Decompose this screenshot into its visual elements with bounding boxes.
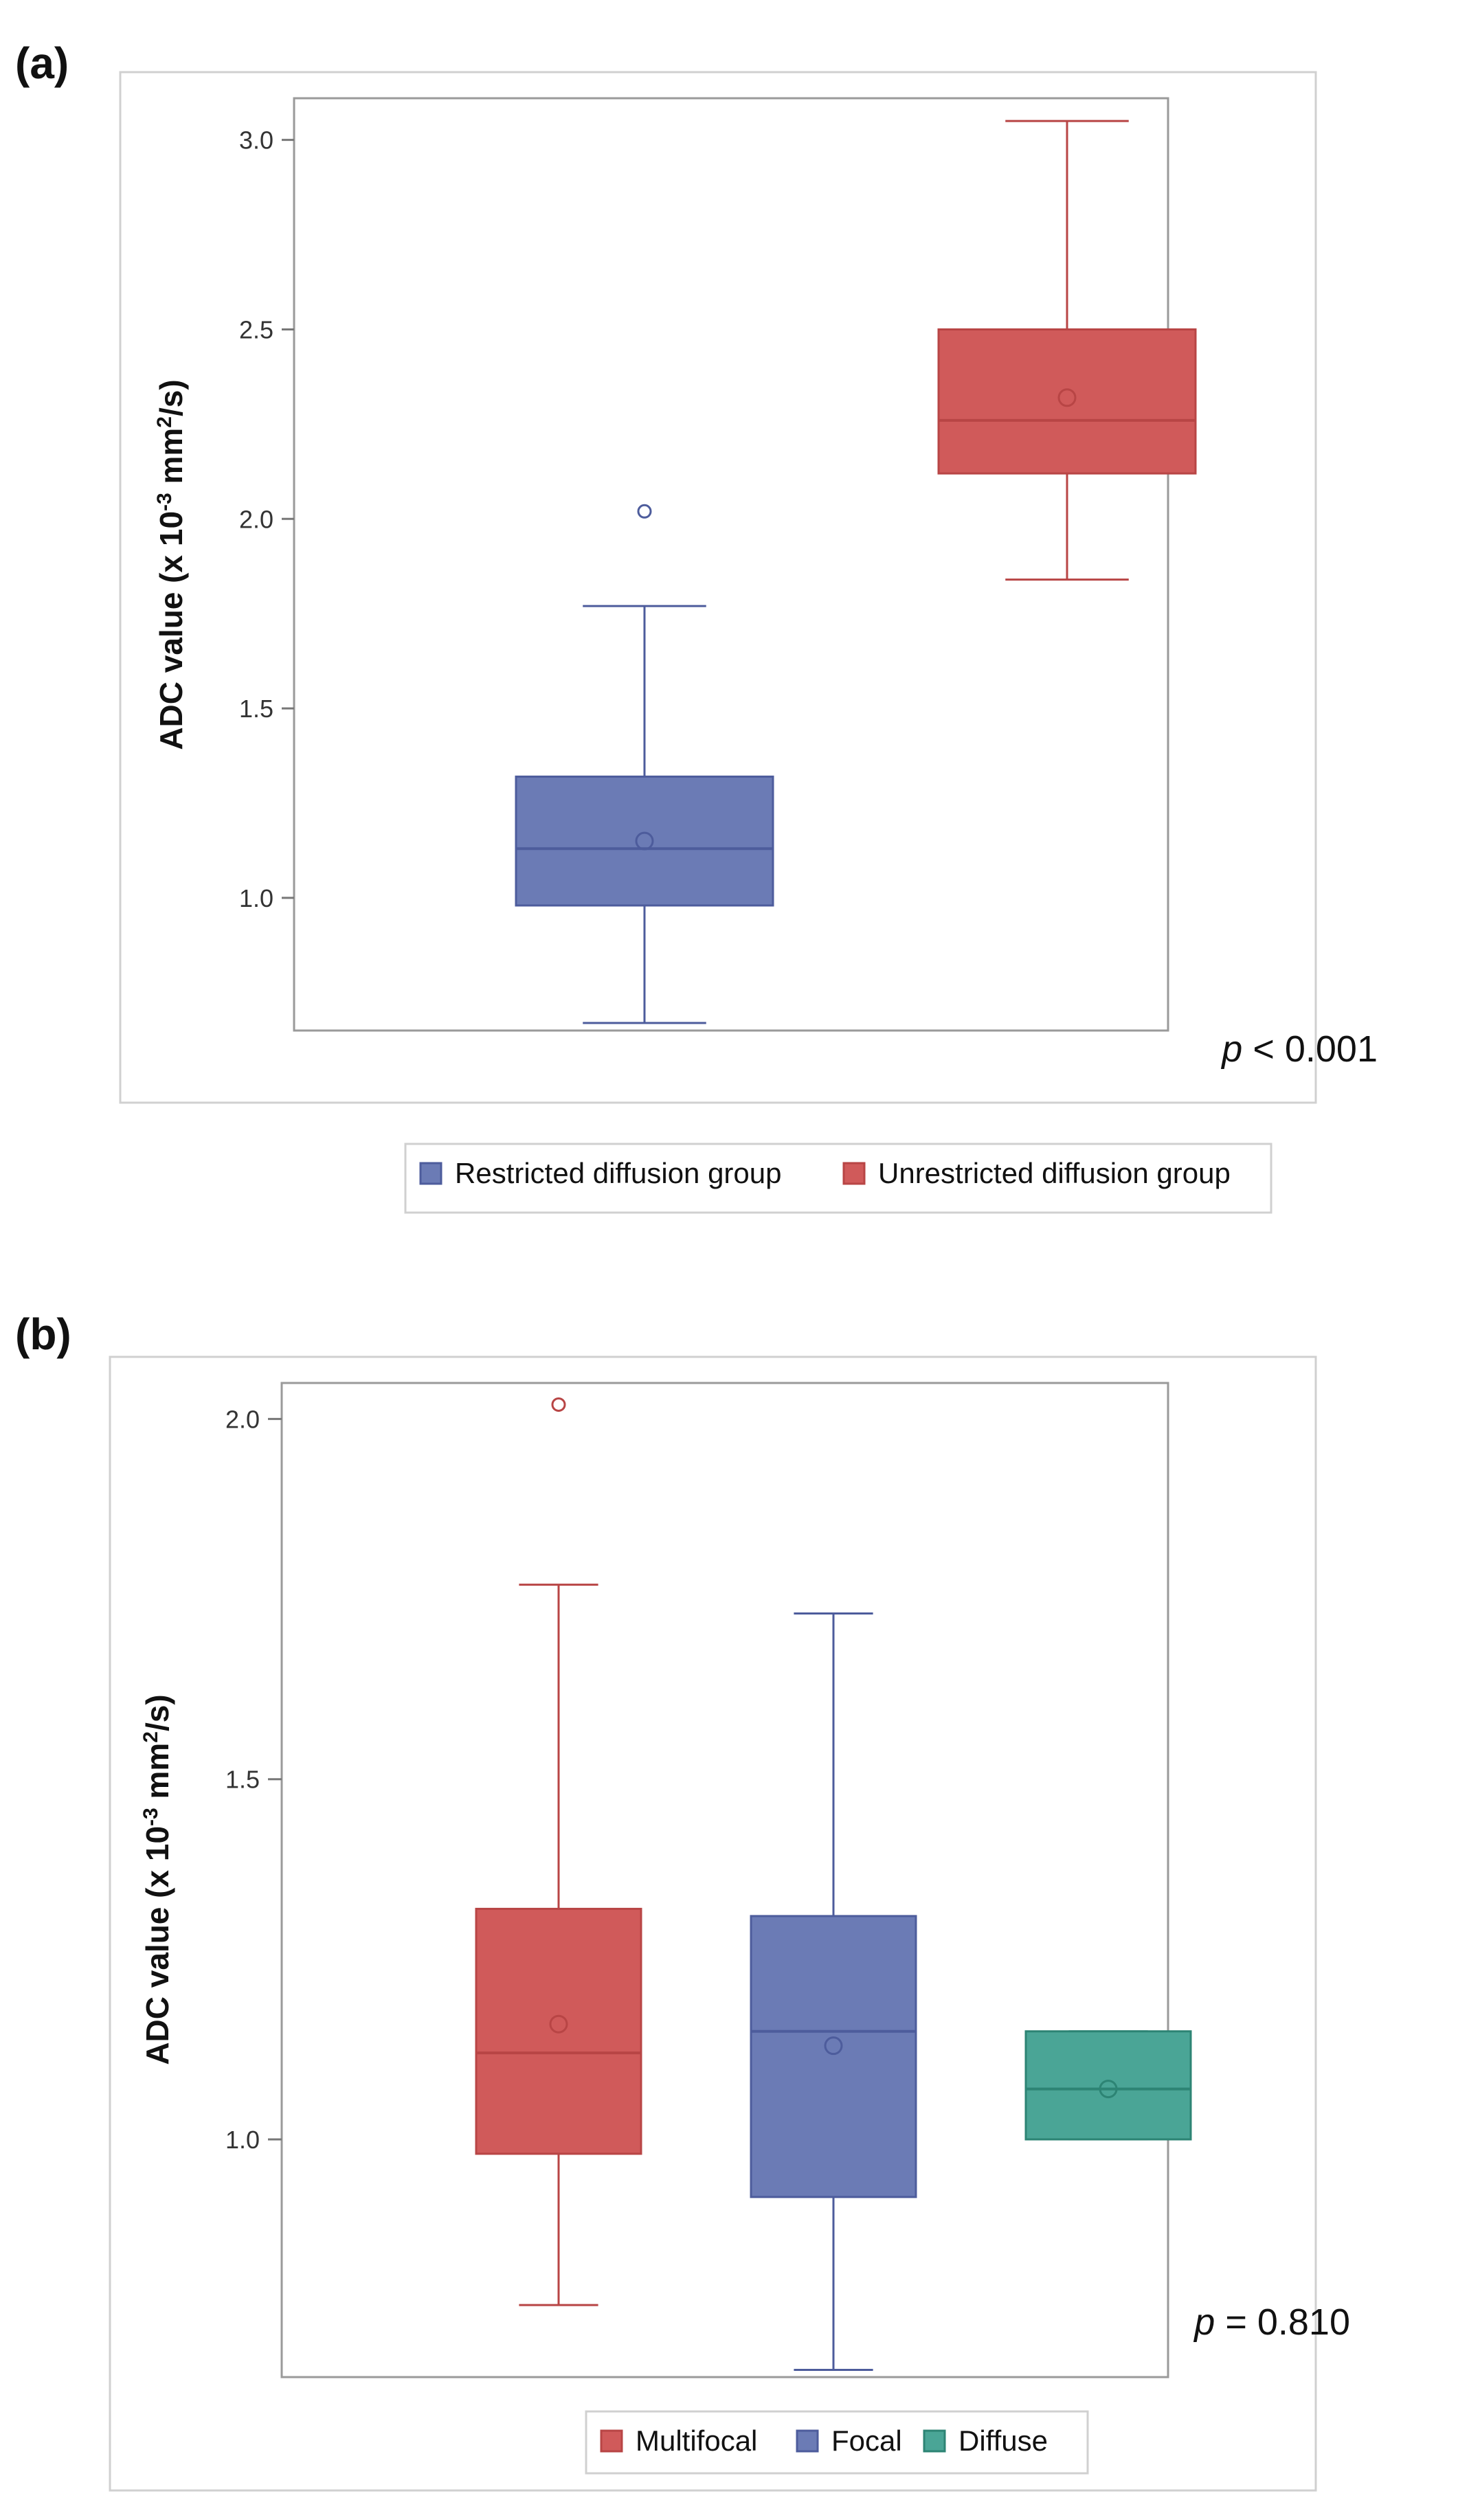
chart-b-box-diffuse [1024, 2030, 1192, 2141]
chart-a-outlier-point [637, 504, 652, 519]
chart-a-y-tick-label: 2.5 [239, 315, 273, 344]
chart-a-legend-swatch [419, 1162, 442, 1185]
chart-b-legend-swatch [796, 2429, 819, 2453]
chart-b-mean-marker [1099, 2080, 1118, 2099]
chart-a-box-unrestricted-diffusion-group [937, 120, 1197, 581]
chart-a-mean-marker [1057, 388, 1077, 407]
chart-b-legend-label: Multifocal [636, 2425, 757, 2457]
chart-b-outlier-point [551, 1397, 566, 1412]
chart-b-y-tick-label: 1.0 [225, 2126, 260, 2154]
chart-b-box-iqr [750, 1915, 917, 2198]
chart-b-y-tick-label: 1.5 [225, 1766, 260, 1794]
chart-b-y-axis-label: ADC value (x 10-3 mm2/s) [139, 1694, 176, 2065]
chart-a-outer-frame [119, 71, 1317, 1104]
chart-a-plot-frame [293, 97, 1169, 1032]
chart-b-box-multifocal [475, 1397, 642, 2306]
chart-b-box-iqr [1024, 2030, 1192, 2141]
chart-a-mean-marker [635, 831, 654, 851]
chart-a-y-tick-label: 2.0 [239, 505, 273, 533]
chart-b-box-focal [750, 1612, 917, 2372]
chart-b-mean-marker [824, 2036, 843, 2056]
panel-label-a: (a) [15, 38, 69, 88]
chart-b-legend-label: Diffuse [958, 2425, 1048, 2457]
chart-a-y-axis-label: ADC value (x 10-3 mm2/s) [153, 379, 190, 750]
chart-a-y-tick-label: 1.0 [239, 884, 273, 912]
chart-a-legend-swatch [842, 1162, 866, 1185]
chart-b-legend-label: Focal [831, 2425, 902, 2457]
chart-b-box-iqr [475, 1907, 642, 2155]
chart-b-p-value: p = 0.810 [1193, 2302, 1350, 2343]
chart-a-legend-label: Restricted diffusion group [455, 1157, 782, 1189]
chart-a-legend-label: Unrestricted diffusion group [878, 1157, 1231, 1189]
chart-a-box-iqr [515, 775, 774, 907]
chart-b-legend-swatch [600, 2429, 623, 2453]
panel-label-b: (b) [15, 1309, 71, 1359]
chart-b-mean-marker [549, 2014, 568, 2034]
chart-a-p-value: p < 0.001 [1220, 1028, 1378, 1070]
chart-a-y-tick-label: 3.0 [239, 126, 273, 155]
chart-a-box-restricted-diffusion-group [515, 504, 774, 1024]
chart-a-legend-box [404, 1143, 1272, 1214]
chart-b-legend-box [585, 2410, 1089, 2475]
chart-b-legend-swatch [923, 2429, 946, 2453]
chart-a-y-tick-label: 1.5 [239, 695, 273, 723]
chart-b-plot-frame [280, 1382, 1169, 2378]
chart-b-y-tick-label: 2.0 [225, 1405, 260, 1433]
chart-a-box-iqr [937, 328, 1197, 475]
chart-b-outer-frame [109, 1355, 1317, 2492]
